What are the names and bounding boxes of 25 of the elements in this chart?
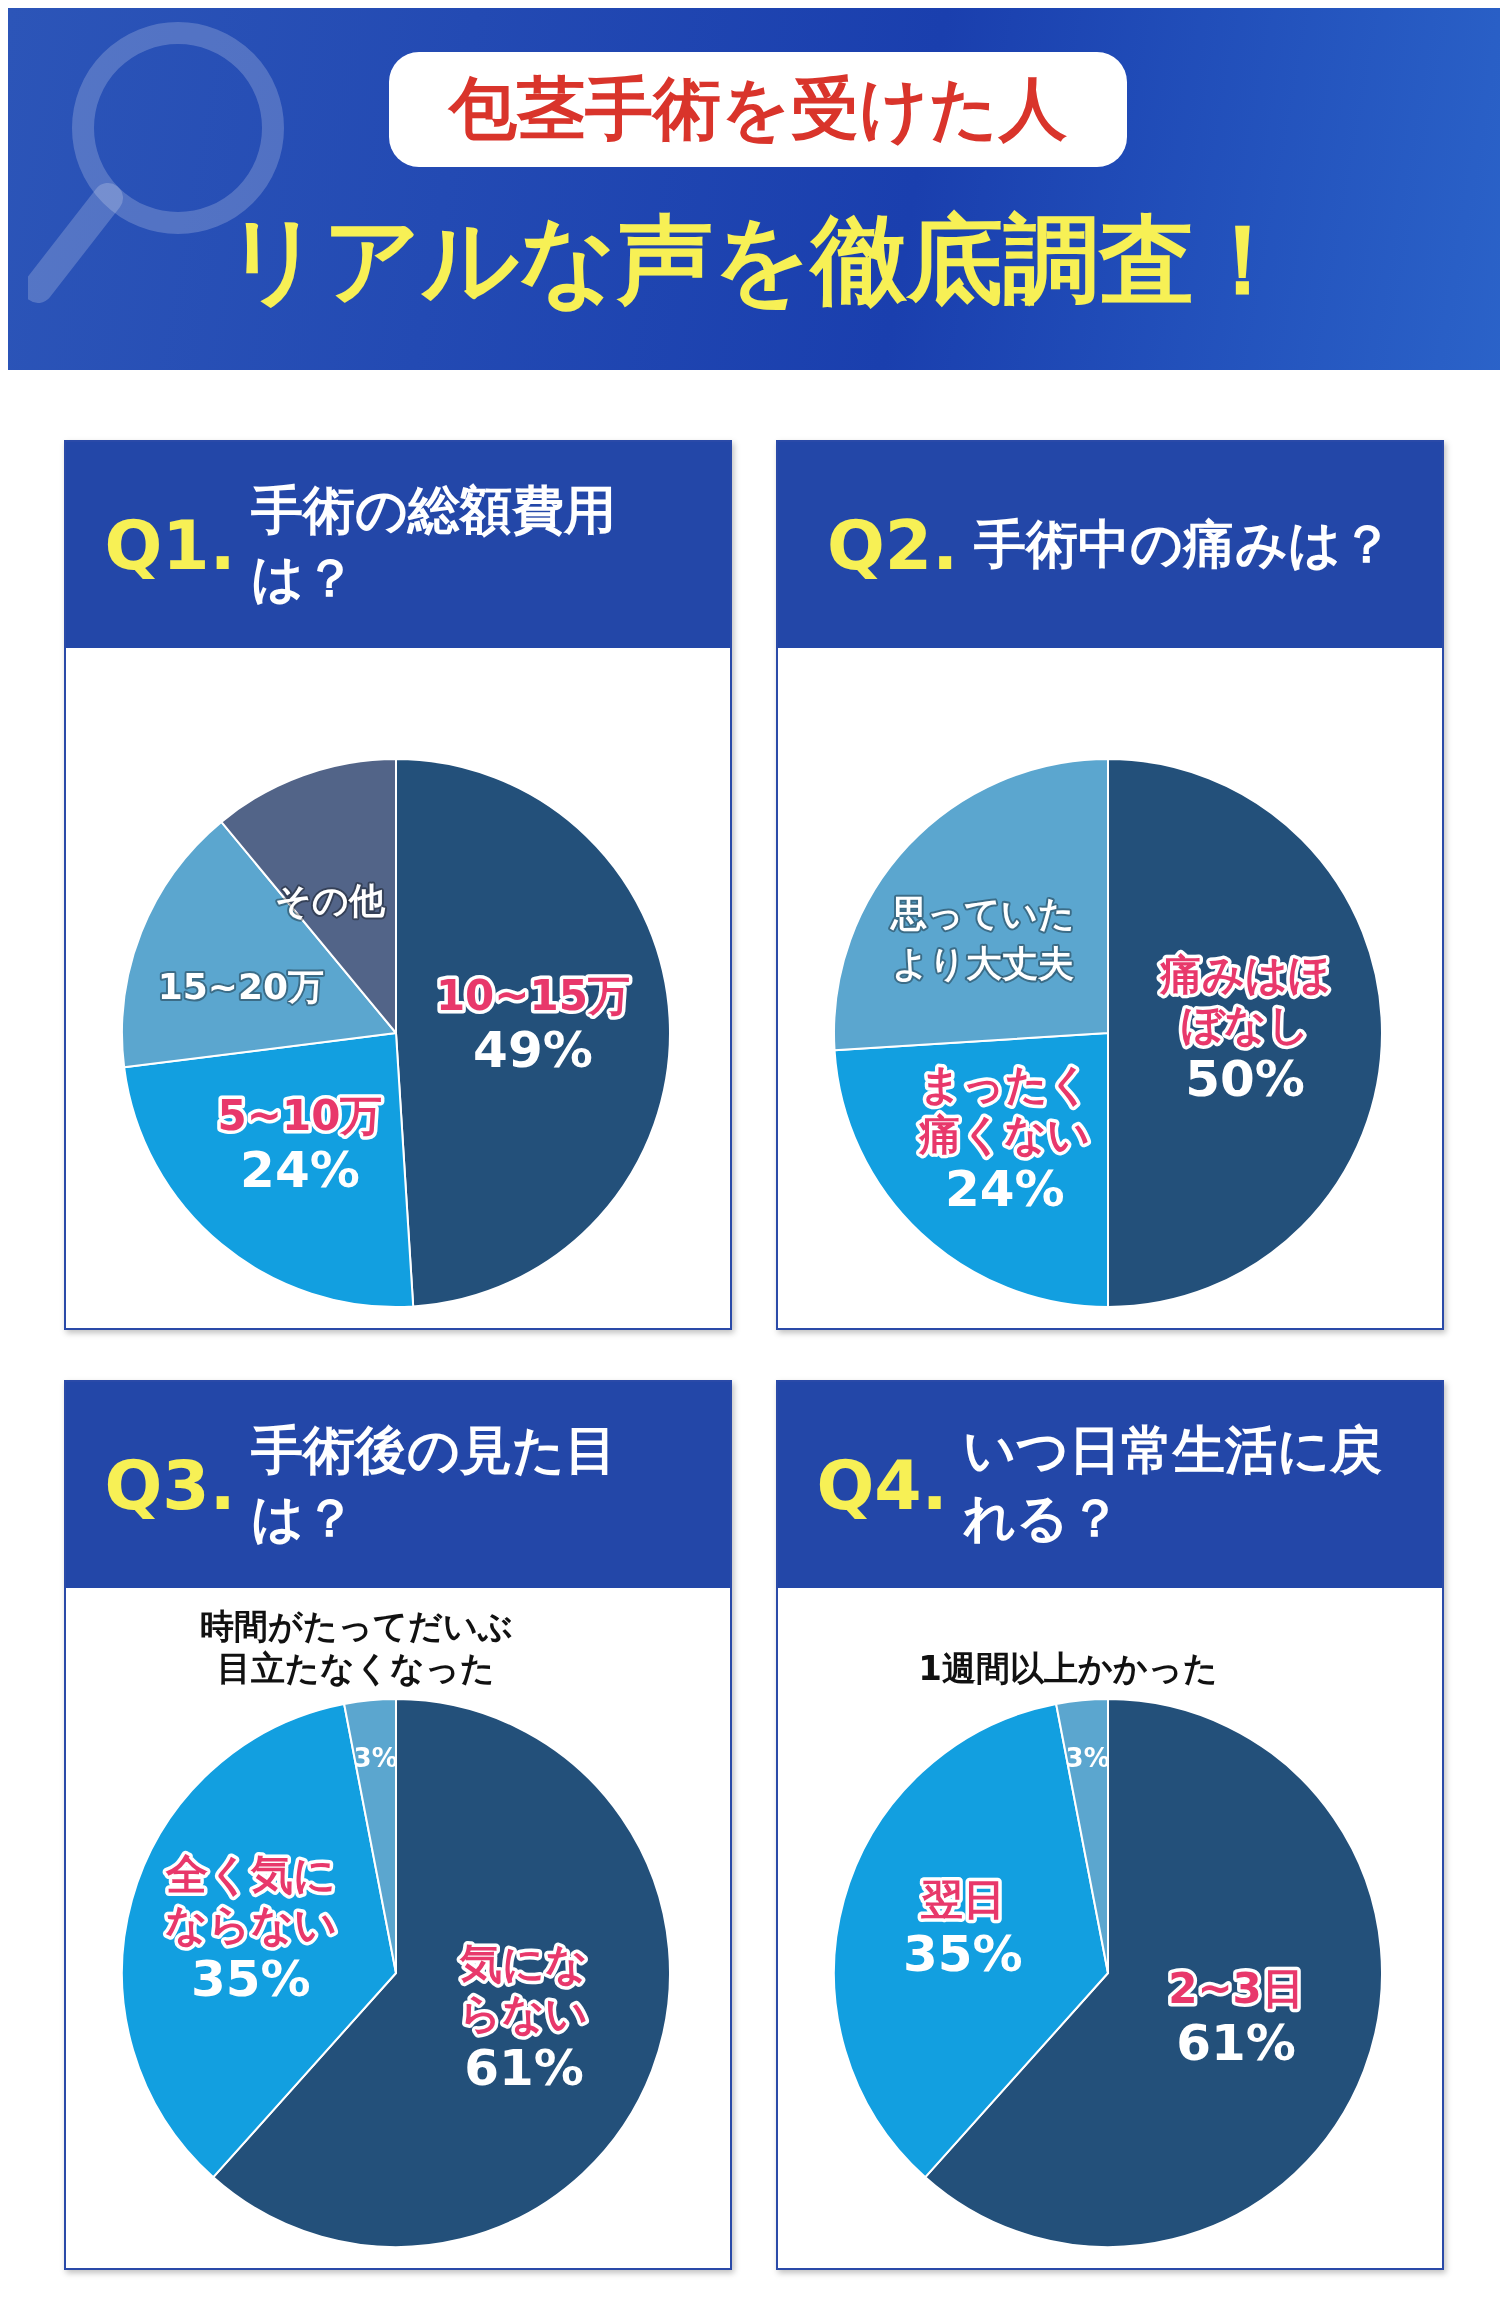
slice-label: 翌日	[920, 1874, 1005, 1924]
data-label: 35%	[190, 1949, 311, 2008]
slice-label: 5~10万	[217, 1091, 383, 1141]
data-label: 35%	[902, 1924, 1023, 1983]
slice-label: 気にならない	[458, 1938, 589, 2038]
slice-label: 2~3日	[1168, 1963, 1304, 2013]
slice-label: 思っていたより大丈夫	[889, 893, 1076, 985]
chart-title: Q2. 手術中の痛みは？	[827, 505, 1393, 585]
data-label: 61%	[1176, 2013, 1296, 2072]
text: リアルな声を徹底調査！	[225, 202, 1291, 318]
slice-label: 15~20万	[157, 965, 325, 1007]
slice-label: 時間がたってだいぶ目立たなくなった	[199, 1605, 513, 1688]
slice-label: 10~15万	[435, 970, 630, 1020]
data-label: 3%	[1065, 1743, 1110, 1773]
slice-label: まったく痛くない	[918, 1059, 1091, 1159]
data-label: 49%	[473, 1020, 593, 1079]
data-label: 50%	[1185, 1049, 1305, 1108]
text: 包茎手術を受けた人	[389, 51, 1127, 167]
data-label: 3%	[353, 1743, 398, 1773]
slice-label: 痛みはほぼなし	[1158, 949, 1331, 1049]
data-label: 61%	[464, 2038, 584, 2097]
data-label: 24%	[944, 1159, 1065, 1218]
slice-label: 全く気にならない	[164, 1849, 337, 1949]
slice-label: 1週間以上かかった	[918, 1647, 1218, 1688]
data-label: 24%	[240, 1141, 360, 1200]
